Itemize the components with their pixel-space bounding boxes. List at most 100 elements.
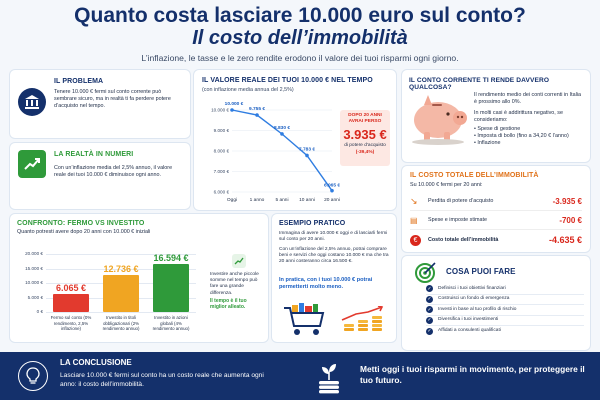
- value-point: [230, 108, 234, 112]
- x-tick-label: Oggi: [227, 197, 237, 203]
- bar-category-label: Investito in azioni globali (4% rendimen…: [152, 315, 190, 332]
- page-title: Quanto costa lasciare 10.000 euro sul co…: [74, 4, 526, 27]
- comparison-card: CONFRONTO: FERMO VS INVESTITO Quanto pot…: [10, 214, 268, 342]
- current-account-card: IL CONTO CORRENTE TI RENDE DAVVERO QUALC…: [402, 70, 590, 162]
- comparison-bar: [103, 275, 139, 312]
- value-series-line: [231, 109, 333, 192]
- action-item: ✓ Affidati a consulenti qualificati: [426, 327, 501, 335]
- check-icon: ✓: [426, 295, 433, 303]
- bar-data-label: 12.736 €: [103, 264, 139, 275]
- loss-callout: DOPO 20 ANNI AVRAI PERSO 3.935 € di pote…: [340, 110, 390, 166]
- actions-title: COSA PUOI FARE: [446, 267, 516, 276]
- lightbulb-icon: [18, 361, 48, 391]
- trend-up-icon: [18, 150, 46, 178]
- check-icon: ✓: [426, 306, 433, 314]
- down-arrow-icon: ↘: [410, 196, 418, 206]
- bar-category-label: Investito in titoli obbligazionari (2% r…: [102, 315, 140, 332]
- y-tick-label: 10.000 €: [25, 280, 43, 285]
- value-data-label: 9.755 €: [249, 106, 265, 112]
- y-tick-label: 10.000 €: [211, 108, 229, 113]
- comparison-title: CONFRONTO: FERMO VS INVESTITO: [17, 220, 145, 227]
- total-cost-card: IL COSTO TOTALE DELL’IMMOBILITÀ Su 10.00…: [402, 166, 590, 252]
- plant-coins-icon: [312, 358, 346, 399]
- y-tick-label: 5.000 €: [27, 294, 43, 300]
- value-chart-title: IL VALORE REALE DEI TUOI 10.000 € NEL TE…: [202, 77, 373, 84]
- actions-list: ✓ Definisci i tuoi obiettivi finanziari ✓…: [426, 284, 584, 337]
- cost-row-total: € Costo totale dell’immobilità -4.635 €: [410, 231, 582, 249]
- comparison-side-highlight: Il tempo è il tuo miglior alleato.: [210, 298, 247, 311]
- y-tick-label: 9.000 €: [214, 128, 230, 133]
- example-text1: Immagina di avere 10.000 € oggi e di las…: [279, 231, 388, 243]
- reality-title: LA REALTÀ IN NUMERI: [54, 151, 134, 158]
- problem-card: IL PROBLEMA Tenere 10.000 € fermi sul co…: [10, 70, 190, 138]
- value-line-chart: 10.000 € 9.000 € 8.000 € 7.000 € 6.000 € Oggi…: [211, 101, 340, 203]
- bar-data-label: 6.065 €: [55, 283, 87, 294]
- example-title: ESEMPIO PRATICO: [279, 220, 346, 227]
- cost-row-fees: ▤ Spese e imposte stimate -700 €: [410, 212, 582, 230]
- bank-icon: [18, 88, 46, 116]
- check-icon: ✓: [426, 327, 433, 335]
- y-tick-label: 8.000 €: [214, 149, 230, 154]
- y-tick-label: 15.000 €: [25, 265, 43, 271]
- value-chart-subtitle: (con inflazione media annua del 2,5%): [202, 87, 294, 93]
- bar-data-label: 16.594 €: [153, 252, 189, 263]
- total-cost-title: IL COSTO TOTALE DELL’IMMOBILITÀ: [410, 172, 539, 179]
- conclusion-banner: LA CONCLUSIONE Lasciare 10.000 € fermi s…: [0, 352, 600, 400]
- value-point: [280, 132, 284, 136]
- loss-callout-text: di potere d’acquisto: [344, 143, 386, 149]
- action-item: ✓ Costruisci un fondo di emergenza: [426, 295, 584, 305]
- cost-row-purchasing: ↘ Perdita di potere d’acquisto -3.935 €: [410, 193, 582, 211]
- bar-category-label: Fermo sul conto (0% rendimento, 2,5% inf…: [50, 315, 92, 332]
- x-tick-label: 10 anni: [299, 197, 315, 203]
- document-icon: ▤: [410, 216, 418, 225]
- value-chart-card: IL VALORE REALE DEI TUOI 10.000 € NEL TE…: [194, 70, 396, 210]
- conclusion-text: Lasciare 10.000 € fermi sul conto ha un …: [60, 372, 264, 388]
- growth-chart-icon: [232, 254, 246, 268]
- value-data-label: 7.783 €: [299, 146, 315, 152]
- intro-text: L’inflazione, le tasse e le zero rendite…: [141, 53, 459, 63]
- value-data-label: 8.830 €: [274, 125, 290, 131]
- grid-line: [46, 268, 196, 270]
- x-tick-label: 1 anno: [250, 197, 265, 203]
- euro-icon: €: [410, 234, 421, 246]
- x-tick-label: 20 anni: [324, 197, 340, 203]
- problem-title: IL PROBLEMA: [54, 78, 104, 85]
- y-tick-label: 7.000 €: [214, 169, 230, 174]
- comparison-side-text: Investire anche piccole somme nel tempo …: [210, 272, 259, 296]
- example-card: ESEMPIO PRATICO Immagina di avere 10.000…: [272, 214, 396, 342]
- loss-callout-title: DOPO 20 ANNI AVRAI PERSO: [348, 113, 382, 125]
- problem-text: Tenere 10.000 € fermi sul conto corrente…: [54, 89, 171, 109]
- reality-card: LA REALTÀ IN NUMERI Con un’inflazione me…: [10, 143, 190, 209]
- current-account-list: • Spese di gestione • Imposta di bollo (…: [474, 126, 586, 147]
- y-tick-label: 20.000 €: [25, 251, 43, 256]
- comparison-bar: [153, 263, 189, 312]
- value-data-label: 6.065 €: [324, 183, 340, 189]
- coins-rising-icon: [338, 305, 388, 343]
- comparison-bar-chart: 20.000 € 15.000 € 10.000 € 5.000 € 0 € 6.065 …: [10, 214, 268, 342]
- action-item: ✓ Diversifica i tuoi investimenti: [426, 316, 584, 326]
- action-item: ✓ Investi in base al tuo profilo di risch…: [426, 305, 584, 316]
- current-account-item: • Inflazione: [474, 140, 501, 146]
- check-icon: ✓: [426, 316, 433, 324]
- total-cost-subtitle: Su 10.000 € fermi per 20 anni:: [410, 182, 483, 188]
- value-point: [255, 113, 259, 117]
- grid-line: [46, 312, 196, 313]
- comparison-bar: [53, 294, 89, 312]
- current-account-title: IL CONTO CORRENTE TI RENDE DAVVERO QUALC…: [409, 77, 550, 91]
- comparison-subtitle: Quanto potresti avere dopo 20 anni con 1…: [17, 229, 151, 235]
- conclusion-title: LA CONCLUSIONE: [60, 358, 132, 367]
- piggy-bank-icon: [408, 90, 468, 151]
- example-highlight: In pratica, con i tuoi 10.000 € potrai p…: [279, 277, 373, 290]
- value-point: [305, 153, 309, 158]
- current-account-item: • Imposta di bollo (fino a 34,20 € l’ann…: [474, 133, 569, 139]
- y-tick-label: 6.000 €: [214, 190, 230, 195]
- current-account-text1: Il rendimento medio dei conti correnti i…: [474, 92, 581, 105]
- conclusion-cta: Metti oggi i tuoi risparmi in movimento,…: [360, 364, 585, 385]
- loss-callout-pct: (-39,4%): [355, 149, 375, 155]
- check-icon: ✓: [426, 285, 433, 293]
- action-item: ✓ Definisci i tuoi obiettivi finanziari: [426, 284, 584, 295]
- value-point: [330, 188, 334, 193]
- value-data-label: 10.000 €: [225, 101, 244, 107]
- page-subtitle: Il costo dell’immobilità: [192, 27, 408, 49]
- example-text2: Con un’inflazione del 2,5% annuo, potrai…: [279, 247, 389, 265]
